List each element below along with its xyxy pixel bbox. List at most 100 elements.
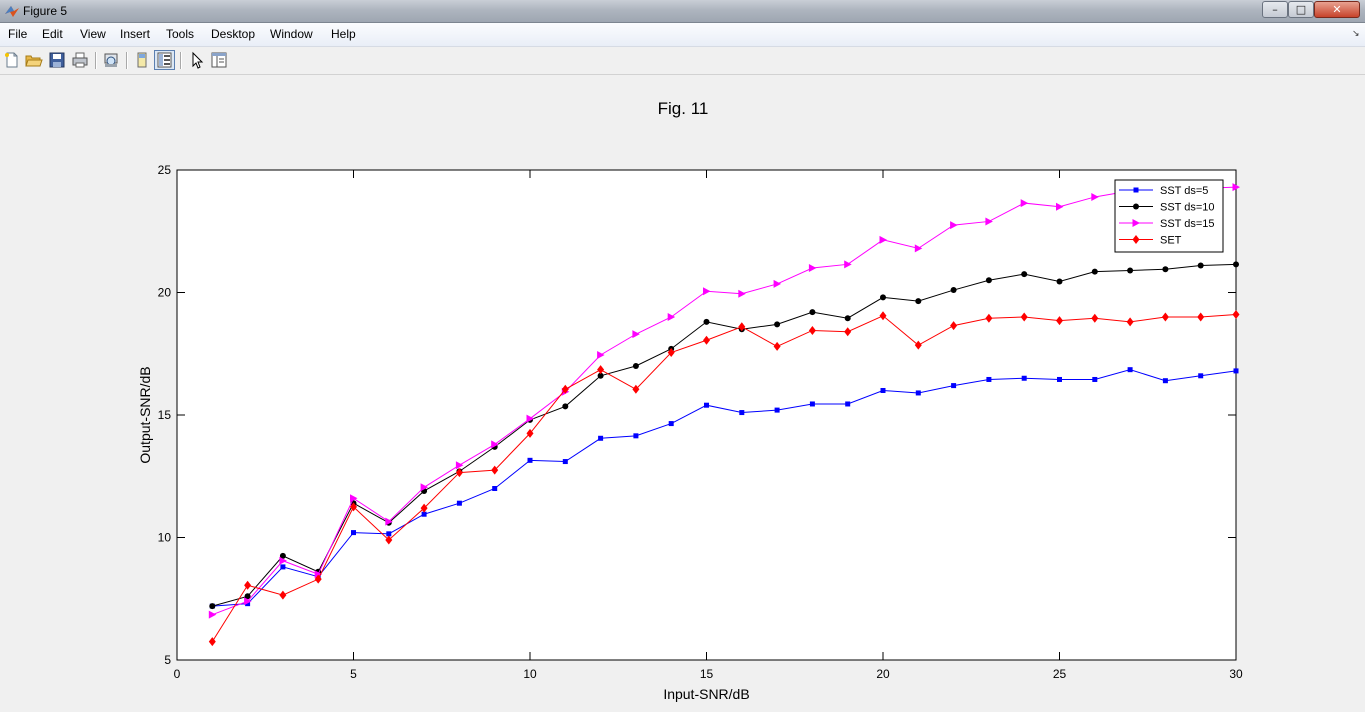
x-tick-label: 30 <box>1229 667 1243 681</box>
data-point <box>491 465 499 475</box>
dock-figure-icon[interactable]: ↘ <box>1352 28 1360 38</box>
data-point <box>1233 368 1239 374</box>
y-tick-label: 15 <box>158 408 172 422</box>
matlab-logo-icon <box>5 6 19 17</box>
y-tick-label: 20 <box>158 286 172 300</box>
data-point <box>808 264 817 272</box>
data-point <box>1197 262 1204 269</box>
data-point <box>774 321 781 328</box>
legend-entry: SST ds=5 <box>1119 185 1208 197</box>
data-point <box>914 244 923 253</box>
close-button[interactable]: ✕ <box>1314 1 1360 18</box>
data-point <box>773 279 782 288</box>
data-point <box>350 502 357 512</box>
data-point <box>1057 376 1062 382</box>
data-point <box>314 574 322 584</box>
data-point <box>632 330 640 339</box>
data-point <box>809 401 815 407</box>
data-point <box>1127 367 1133 373</box>
data-point <box>455 468 463 478</box>
data-point <box>280 564 286 570</box>
data-point <box>1056 278 1063 285</box>
minimize-button[interactable]: – <box>1262 1 1288 18</box>
data-point <box>245 601 251 607</box>
data-point <box>1021 375 1027 381</box>
print-icon[interactable] <box>71 51 89 69</box>
data-point <box>1161 312 1169 322</box>
plot-browser-icon[interactable] <box>210 51 228 69</box>
data-point <box>598 435 604 441</box>
data-point <box>561 384 569 394</box>
data-point <box>985 217 993 226</box>
menu-edit[interactable]: Edit <box>42 27 63 41</box>
menu-tools[interactable]: Tools <box>166 27 195 41</box>
menu-help[interactable]: Help <box>331 27 356 41</box>
data-point <box>632 363 639 369</box>
data-point <box>1091 192 1099 201</box>
data-point <box>738 322 746 332</box>
data-point <box>774 407 780 413</box>
menu-insert[interactable]: Insert <box>120 27 151 41</box>
data-point <box>208 637 216 647</box>
data-point <box>1162 378 1168 384</box>
edit-plot-arrow-icon[interactable] <box>188 51 206 69</box>
data-point <box>880 388 886 393</box>
data-point <box>844 260 852 269</box>
series-set <box>208 310 1240 647</box>
data-point <box>1162 266 1169 273</box>
legend-marker <box>1133 203 1139 210</box>
data-point <box>1056 202 1064 211</box>
data-point <box>491 440 499 449</box>
data-point <box>385 517 393 526</box>
menu-window[interactable]: Window <box>270 27 313 41</box>
new-figure-icon[interactable] <box>3 51 21 69</box>
data-point <box>703 318 710 325</box>
chart-title: Fig. 11 <box>657 99 709 118</box>
series-line <box>212 369 1237 607</box>
series-line <box>211 314 1237 642</box>
data-point <box>739 410 745 416</box>
data-point <box>385 535 393 545</box>
data-point <box>845 401 851 407</box>
figure-toolbar <box>0 47 1365 75</box>
data-point <box>1020 199 1029 208</box>
data-point <box>986 376 992 382</box>
y-tick-label: 25 <box>158 163 172 177</box>
data-point <box>703 335 710 345</box>
data-point <box>880 294 886 301</box>
data-point <box>1021 271 1028 278</box>
save-icon[interactable] <box>48 51 66 69</box>
x-tick-label: 20 <box>876 667 890 681</box>
menu-view[interactable]: View <box>80 27 106 41</box>
data-point <box>527 457 533 463</box>
data-point <box>950 321 958 331</box>
show-plot-tools-icon[interactable] <box>154 50 175 70</box>
data-point <box>526 414 534 423</box>
data-point <box>738 289 746 298</box>
legend-entry: SST ds=15 <box>1119 218 1215 230</box>
window-titlebar: Figure 5 – □ ✕ <box>0 0 1365 23</box>
legend-marker <box>1132 219 1140 227</box>
legend-entry: SET <box>1119 235 1182 247</box>
x-tick-label: 10 <box>523 667 537 681</box>
open-file-icon[interactable] <box>25 51 43 69</box>
data-point <box>1127 267 1134 274</box>
menu-file[interactable]: File <box>8 27 28 41</box>
data-point <box>244 593 251 600</box>
print-preview-icon[interactable] <box>102 51 120 69</box>
maximize-button[interactable]: □ <box>1288 1 1314 18</box>
menu-bar: File Edit View Insert Tools Desktop Wind… <box>0 23 1365 47</box>
data-point <box>1092 376 1098 382</box>
menu-desktop[interactable]: Desktop <box>211 27 256 41</box>
hide-plot-tools-icon[interactable] <box>133 51 151 69</box>
data-point <box>526 428 534 438</box>
legend-label: SST ds=15 <box>1160 218 1215 230</box>
data-point <box>1020 312 1028 322</box>
data-point <box>879 235 887 244</box>
data-point <box>773 341 781 351</box>
data-point <box>1232 310 1240 320</box>
data-point <box>1232 183 1240 192</box>
series-sst-ds-5 <box>209 367 1239 609</box>
data-point <box>915 298 922 305</box>
data-point <box>350 494 358 503</box>
